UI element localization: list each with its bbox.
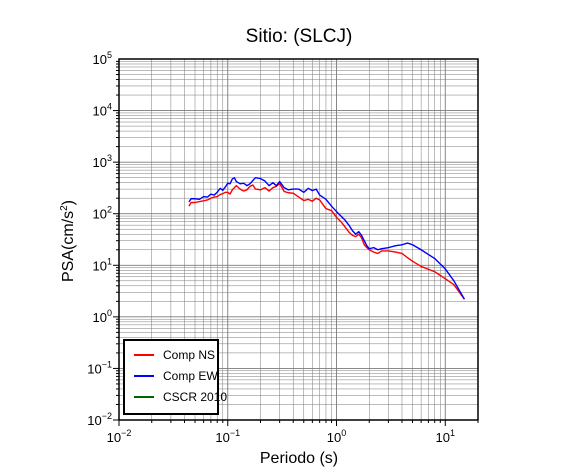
y-tick-label: 101 <box>93 256 112 273</box>
legend-label: Comp EW <box>163 369 218 383</box>
x-tick-label-exponent: 0 <box>341 428 346 438</box>
y-tick-label: 100 <box>93 308 112 325</box>
y-tick-label-base: 10 <box>93 258 107 273</box>
y-tick-label-base: 10 <box>93 155 107 170</box>
y-tick-label-base: 10 <box>93 310 107 325</box>
y-tick-label-exponent: −1 <box>102 359 112 369</box>
y-tick-label-exponent: 5 <box>107 50 112 60</box>
y-tick-label-exponent: 1 <box>107 256 112 266</box>
x-tick-label-base: 10 <box>327 430 341 445</box>
y-tick-label-exponent: 0 <box>107 308 112 318</box>
y-tick-label: 10−2 <box>87 411 112 428</box>
y-tick-label-exponent: −2 <box>102 411 112 421</box>
x-tick-label-base: 10 <box>436 430 450 445</box>
chart-title: Sitio: (SLCJ) <box>246 26 353 47</box>
y-axis-label-close: ) <box>60 200 77 205</box>
x-tick-label-base: 10 <box>107 430 121 445</box>
legend-label: CSCR 2010 <box>163 390 227 404</box>
plot-frame <box>118 58 479 421</box>
x-tick-label-base: 10 <box>215 430 229 445</box>
y-tick-label: 104 <box>93 102 112 119</box>
x-tick-label-exponent: −2 <box>121 428 131 438</box>
legend: Comp NS Comp EW CSCR 2010 <box>123 339 227 415</box>
x-tick-label: 10−2 <box>107 428 132 445</box>
y-tick-label: 105 <box>93 50 112 67</box>
y-tick-label: 102 <box>93 205 112 222</box>
y-tick-label-base: 10 <box>93 104 107 119</box>
legend-items: Comp NS Comp EW CSCR 2010 <box>134 348 227 404</box>
series-line-comp-ns <box>188 182 465 300</box>
y-tick-label-base: 10 <box>87 413 101 428</box>
y-tick-label-exponent: 2 <box>107 205 112 215</box>
y-tick-label-base: 10 <box>93 207 107 222</box>
legend-label: Comp NS <box>163 348 215 362</box>
series-lines <box>188 176 466 300</box>
x-tick-label: 100 <box>327 428 346 445</box>
x-tick-label: 10−1 <box>215 428 240 445</box>
y-tick-label-exponent: 4 <box>107 102 112 112</box>
y-tick-label: 10−1 <box>87 359 112 376</box>
y-tick-label-exponent: 3 <box>107 153 112 163</box>
y-axis-label-base: PSA(cm/s <box>60 211 77 282</box>
grid-lines <box>118 59 479 421</box>
y-axis-label-exponent: 2 <box>59 205 70 211</box>
series-line-comp-ew <box>188 176 466 300</box>
x-tick-label: 101 <box>436 428 455 445</box>
y-tick-label-base: 10 <box>93 52 107 67</box>
y-tick-label: 103 <box>93 153 112 170</box>
y-axis-label: PSA(cm/s2) <box>59 200 77 282</box>
x-tick-label-exponent: 1 <box>450 428 455 438</box>
y-tick-label-base: 10 <box>87 361 101 376</box>
x-tick-label-exponent: −1 <box>230 428 240 438</box>
x-axis-label: Periodo (s) <box>260 450 338 467</box>
